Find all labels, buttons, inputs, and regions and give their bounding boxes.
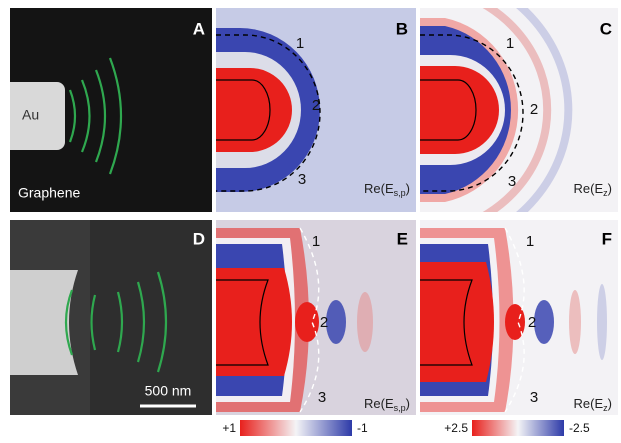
panel-letter: E: [397, 229, 408, 248]
number-label: 1: [296, 35, 304, 52]
field-main: Re(E: [364, 181, 394, 196]
number-label: 2: [312, 97, 320, 114]
number-label: 1: [312, 233, 320, 250]
number-label: 3: [298, 171, 306, 188]
au-label: Au: [22, 107, 39, 123]
panel-c-image: [420, 0, 618, 250]
number-label: 2: [320, 314, 328, 331]
graphene-label: Graphene: [18, 185, 80, 201]
number-label: 2: [530, 101, 538, 118]
colorbar-max: +2.5: [444, 421, 468, 435]
panel-f-image: [420, 220, 618, 415]
number-label: 1: [506, 35, 514, 52]
figure: A B C D E F Au Graphene 500 nm 1 2 3 1 2 3 1 2 3…: [0, 0, 621, 438]
colorbar-min: -1: [357, 421, 368, 435]
number-label: 3: [318, 389, 326, 406]
panel-letter: B: [396, 19, 408, 38]
panel-letter: A: [193, 19, 205, 38]
field-end: ): [608, 396, 612, 411]
panel-letter: D: [193, 229, 205, 248]
field-sub: s,p: [394, 403, 406, 413]
number-label: 3: [508, 173, 516, 190]
colorbar: [472, 420, 564, 436]
colorbar: [240, 420, 352, 436]
field-end: ): [406, 396, 410, 411]
field-end: ): [406, 181, 410, 196]
scale-bar-label: 500 nm: [145, 383, 192, 399]
colorbar-min: -2.5: [569, 421, 590, 435]
field-main: Re(E: [364, 396, 394, 411]
field-main: Re(E: [574, 396, 604, 411]
field-end: ): [608, 181, 612, 196]
panel-letter: C: [600, 19, 612, 38]
number-label: 3: [530, 389, 538, 406]
field-sub: s,p: [394, 188, 406, 198]
colorbar-max: +1: [222, 421, 236, 435]
number-label: 2: [528, 314, 536, 331]
number-label: 1: [526, 233, 534, 250]
panel-letter: F: [602, 229, 612, 248]
field-main: Re(E: [574, 181, 604, 196]
